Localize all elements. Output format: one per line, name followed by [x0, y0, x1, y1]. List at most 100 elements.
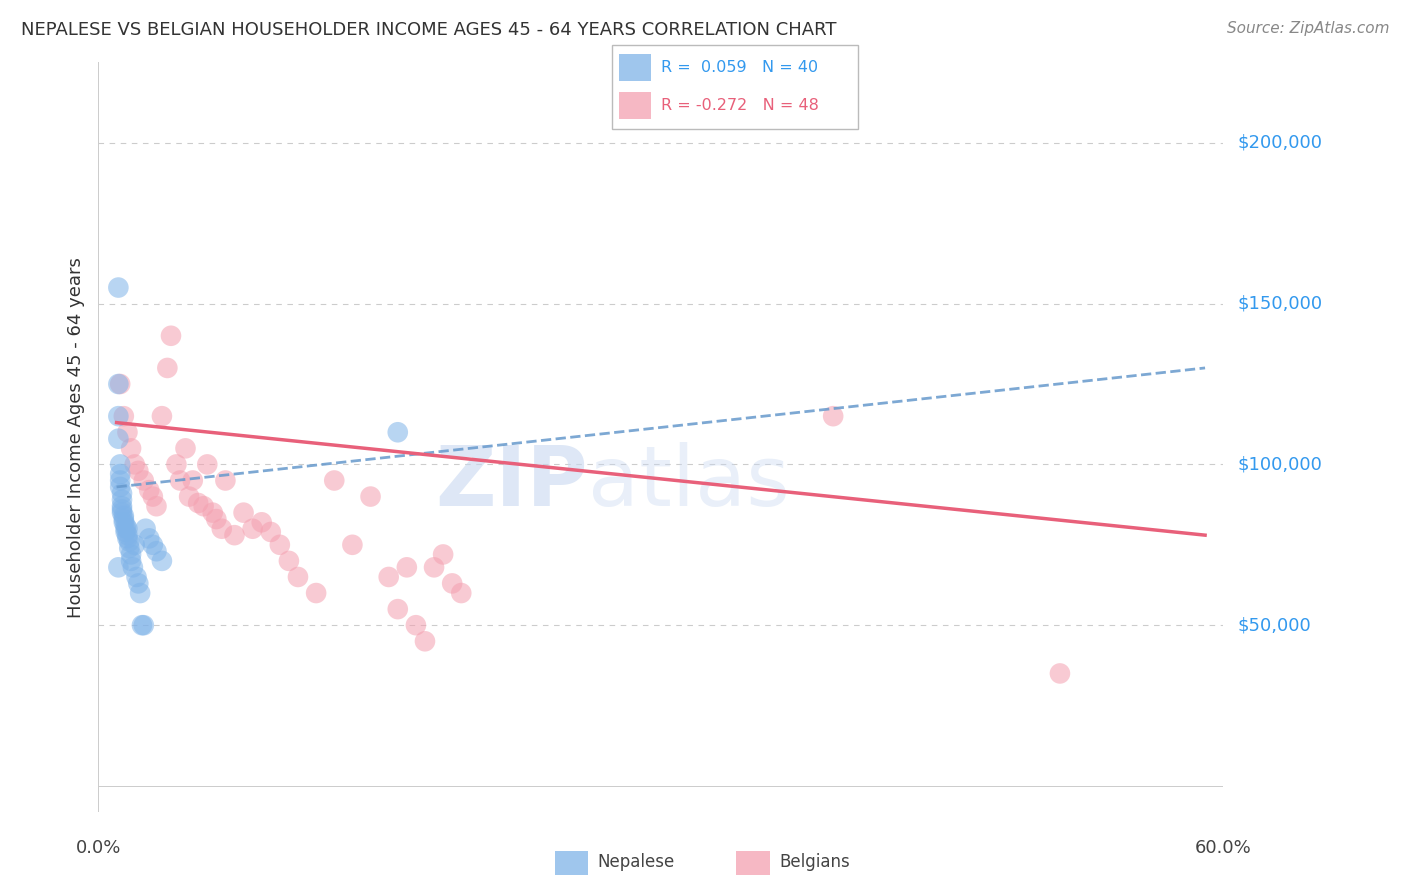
- Point: [342, 538, 364, 552]
- Point: [127, 464, 149, 478]
- Point: [174, 442, 197, 456]
- Point: [114, 518, 136, 533]
- Point: [387, 425, 409, 440]
- Point: [111, 506, 134, 520]
- Text: Belgians: Belgians: [779, 853, 851, 871]
- Bar: [619, 92, 651, 120]
- Point: [823, 409, 845, 424]
- Point: [107, 560, 129, 574]
- Point: [122, 560, 145, 574]
- Point: [160, 328, 183, 343]
- Point: [112, 409, 135, 424]
- Point: [107, 409, 129, 424]
- Point: [117, 528, 139, 542]
- Point: [107, 280, 129, 294]
- Point: [150, 409, 173, 424]
- Point: [127, 576, 149, 591]
- Point: [111, 500, 134, 514]
- Point: [242, 522, 264, 536]
- Point: [117, 522, 139, 536]
- Point: [1049, 666, 1071, 681]
- Point: [132, 474, 155, 488]
- Point: [111, 502, 134, 516]
- Point: [287, 570, 309, 584]
- Text: NEPALESE VS BELGIAN HOUSEHOLDER INCOME AGES 45 - 64 YEARS CORRELATION CHART: NEPALESE VS BELGIAN HOUSEHOLDER INCOME A…: [21, 21, 837, 38]
- Point: [117, 425, 139, 440]
- Point: [112, 516, 135, 530]
- Point: [232, 506, 254, 520]
- Point: [323, 474, 346, 488]
- Point: [112, 512, 135, 526]
- Text: 0.0%: 0.0%: [76, 839, 121, 857]
- Point: [107, 377, 129, 392]
- Point: [124, 538, 146, 552]
- Point: [205, 512, 228, 526]
- Point: [395, 560, 418, 574]
- Point: [165, 458, 187, 472]
- Point: [187, 496, 209, 510]
- Text: Source: ZipAtlas.com: Source: ZipAtlas.com: [1226, 21, 1389, 36]
- Point: [132, 618, 155, 632]
- Point: [114, 522, 136, 536]
- Point: [108, 458, 131, 472]
- Text: R =  0.059   N = 40: R = 0.059 N = 40: [661, 60, 818, 75]
- Point: [142, 490, 165, 504]
- Text: atlas: atlas: [588, 442, 789, 523]
- Point: [145, 544, 167, 558]
- Point: [423, 560, 446, 574]
- Point: [195, 458, 218, 472]
- Point: [118, 534, 141, 549]
- Point: [108, 377, 131, 392]
- Point: [413, 634, 436, 648]
- Text: Nepalese: Nepalese: [598, 853, 675, 871]
- Point: [224, 528, 246, 542]
- Point: [111, 486, 134, 500]
- Point: [114, 524, 136, 539]
- Point: [129, 586, 152, 600]
- Point: [120, 554, 142, 568]
- Text: $200,000: $200,000: [1237, 134, 1322, 152]
- Point: [250, 516, 273, 530]
- Point: [142, 538, 165, 552]
- Point: [441, 576, 464, 591]
- Point: [214, 474, 236, 488]
- Point: [135, 522, 157, 536]
- Point: [260, 524, 283, 539]
- Point: [156, 360, 179, 375]
- Point: [145, 500, 167, 514]
- Point: [387, 602, 409, 616]
- Point: [211, 522, 233, 536]
- Point: [193, 500, 215, 514]
- Text: $100,000: $100,000: [1237, 456, 1322, 474]
- Point: [269, 538, 291, 552]
- Point: [169, 474, 191, 488]
- Point: [432, 548, 454, 562]
- Point: [107, 432, 129, 446]
- Point: [108, 480, 131, 494]
- Text: R = -0.272   N = 48: R = -0.272 N = 48: [661, 98, 818, 113]
- Point: [405, 618, 427, 632]
- Text: $150,000: $150,000: [1237, 294, 1322, 312]
- Point: [125, 570, 148, 584]
- Point: [277, 554, 299, 568]
- Point: [120, 442, 142, 456]
- Point: [108, 467, 131, 481]
- Text: $50,000: $50,000: [1237, 616, 1310, 634]
- Point: [117, 532, 139, 546]
- Bar: [737, 851, 770, 874]
- Point: [131, 618, 153, 632]
- Point: [111, 492, 134, 507]
- Point: [201, 506, 224, 520]
- Point: [150, 554, 173, 568]
- Point: [377, 570, 399, 584]
- Point: [124, 458, 146, 472]
- Point: [305, 586, 328, 600]
- Point: [112, 508, 135, 523]
- Bar: [619, 54, 651, 81]
- Point: [120, 548, 142, 562]
- Point: [138, 532, 160, 546]
- Bar: [555, 851, 588, 874]
- Point: [118, 541, 141, 555]
- Point: [138, 483, 160, 497]
- Point: [108, 474, 131, 488]
